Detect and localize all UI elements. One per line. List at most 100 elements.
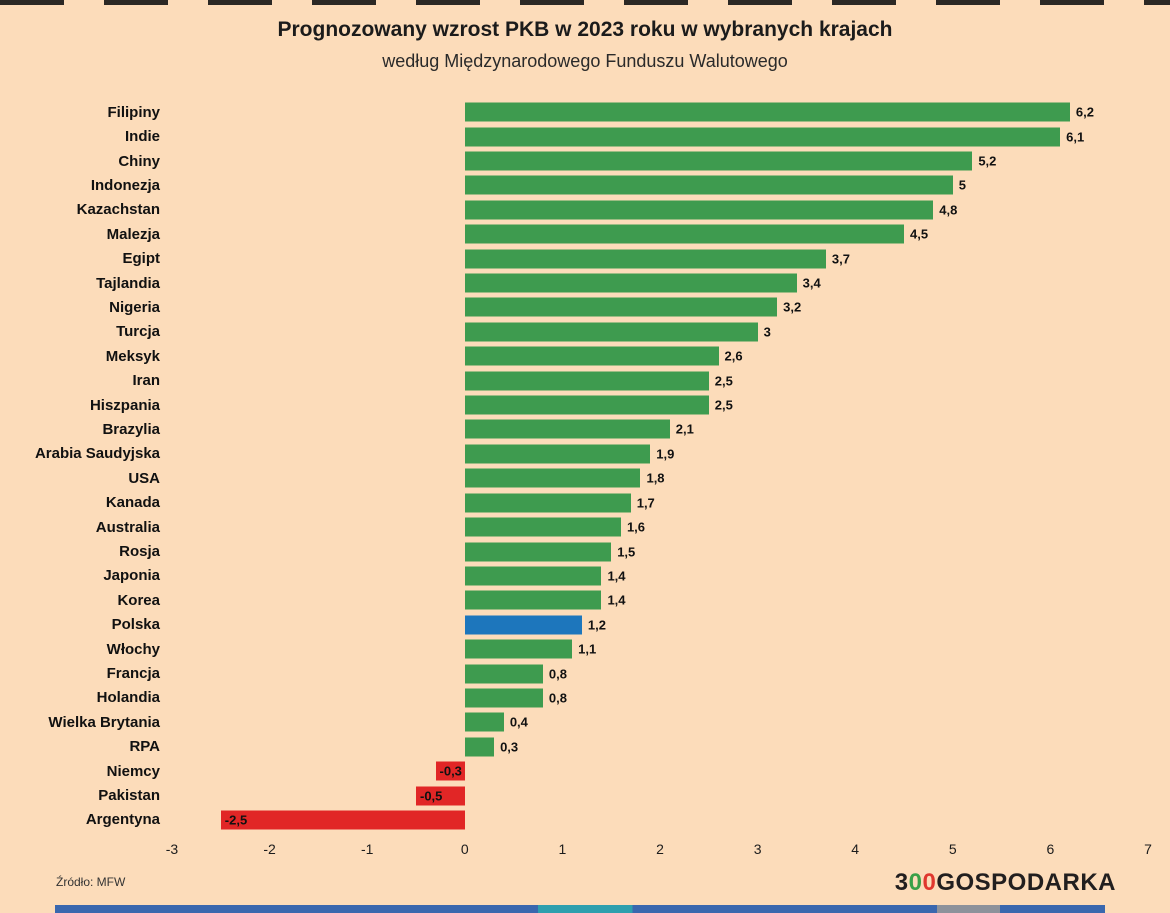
x-axis: -3 -2 -1 0 1 2 3 4 5 6 7 <box>0 832 1170 868</box>
bar-track: 0,3 <box>172 735 1148 759</box>
category-label: Filipiny <box>107 103 161 121</box>
value-label: -0,5 <box>420 788 443 804</box>
bar-malezja <box>464 224 904 244</box>
bar-tajlandia <box>464 273 797 293</box>
bar-hiszpania <box>464 395 709 415</box>
chart-rows: Filipiny 6,2 Indie 6,1 Chiny 5,2 Indonezja 5 Kaz… <box>0 100 1170 832</box>
bar-track: 0,8 <box>172 686 1148 710</box>
x-tick-label: -3 <box>165 841 179 857</box>
value-label: 1,6 <box>626 519 646 535</box>
bar-holandia <box>464 688 543 708</box>
chart-row: Niemcy -0,3 <box>0 759 1170 783</box>
chart-row: Japonia 1,4 <box>0 564 1170 588</box>
value-label: 3,2 <box>783 299 802 315</box>
bar-meksyk <box>464 346 719 366</box>
bar-kazachstan <box>464 200 934 220</box>
chart-row: Rosja 1,5 <box>0 539 1170 563</box>
value-label: 0,8 <box>548 666 567 682</box>
category-label: Kanada <box>105 494 160 512</box>
bottom-edge-strip <box>55 905 1105 913</box>
chart-row: Pakistan -0,5 <box>0 783 1170 807</box>
category-label: Niemcy <box>106 762 160 780</box>
chart-row: Filipiny 6,2 <box>0 100 1170 124</box>
category-label: Indonezja <box>90 176 160 194</box>
bar-track: 5 <box>172 173 1148 197</box>
value-label: 5,2 <box>978 153 997 169</box>
category-label: Pakistan <box>98 787 160 805</box>
value-label: 6,1 <box>1066 129 1085 145</box>
logo-text-gospodarka: GOSPODARKA <box>936 869 1116 896</box>
bar-track: 4,5 <box>172 222 1148 246</box>
category-label: USA <box>128 469 160 487</box>
bar-brazylia <box>464 419 670 439</box>
x-tick-label: -1 <box>360 841 374 857</box>
category-label: Nigeria <box>109 298 160 316</box>
bar-kanada <box>464 493 631 513</box>
chart-row: Indonezja 5 <box>0 173 1170 197</box>
value-label: 1,5 <box>617 544 636 560</box>
value-label: 0,4 <box>509 714 528 730</box>
bar-rpa <box>464 737 495 757</box>
chart-row: Iran 2,5 <box>0 368 1170 392</box>
bar-track: 1,5 <box>172 539 1148 563</box>
category-label: Meksyk <box>105 347 160 365</box>
bar-indie <box>464 127 1061 147</box>
value-label: 0,8 <box>548 690 567 706</box>
category-label: Hiszpania <box>89 396 160 414</box>
category-label: Rosja <box>119 543 160 561</box>
bar-korea <box>464 590 602 610</box>
chart-subtitle: według Międzynarodowego Funduszu Walutow… <box>382 51 788 71</box>
chart-row: Włochy 1,1 <box>0 637 1170 661</box>
bar-track: 1,4 <box>172 588 1148 612</box>
value-label: 0,3 <box>500 739 519 755</box>
x-tick-label: 1 <box>558 841 567 857</box>
value-label: 1,8 <box>646 470 665 486</box>
category-label: Polska <box>111 616 160 634</box>
x-tick-label: 2 <box>656 841 664 857</box>
category-label: RPA <box>129 738 160 756</box>
chart-row: Francja 0,8 <box>0 661 1170 685</box>
chart-row: Egipt 3,7 <box>0 246 1170 270</box>
chart-row: Polska 1,2 <box>0 613 1170 637</box>
value-label: 2,5 <box>714 397 733 413</box>
value-label: -0,3 <box>439 763 462 779</box>
value-label: 2,5 <box>714 373 733 389</box>
category-label: Holandia <box>96 689 160 707</box>
category-label: Tajlandia <box>96 274 160 292</box>
chart-header: Prognozowany wzrost PKB w 2023 roku w wy… <box>0 0 1170 72</box>
x-tick-label: 6 <box>1046 841 1055 857</box>
chart-row: Chiny 5,2 <box>0 149 1170 173</box>
bar-indonezja <box>464 175 953 195</box>
x-tick-label: 4 <box>851 841 860 857</box>
bar-track: 1,6 <box>172 515 1148 539</box>
category-label: Wielka Brytania <box>48 713 160 731</box>
bar-wielka-brytania <box>464 712 504 732</box>
bar-track: 2,5 <box>172 368 1148 392</box>
bar-francja <box>464 664 543 684</box>
chart-row: Tajlandia 3,4 <box>0 271 1170 295</box>
chart-row: Korea 1,4 <box>0 588 1170 612</box>
category-label: Indie <box>124 128 160 146</box>
bar-track: 6,1 <box>172 124 1148 148</box>
x-axis-area: -3 -2 -1 0 1 2 3 4 5 6 7 <box>166 832 1152 868</box>
bar-rosja <box>464 542 612 562</box>
category-label: Kazachstan <box>76 201 160 219</box>
value-label: 5 <box>958 177 967 193</box>
value-label: 4,5 <box>910 226 929 242</box>
category-label: Turcja <box>116 323 160 341</box>
chart-row: USA 1,8 <box>0 466 1170 490</box>
bar-egipt <box>464 249 826 269</box>
chart-row: Wielka Brytania 0,4 <box>0 710 1170 734</box>
bar-track: 0,8 <box>172 661 1148 685</box>
category-label: Iran <box>132 372 160 390</box>
bar-track: 1,4 <box>172 564 1148 588</box>
value-label: 1,2 <box>587 617 606 633</box>
value-label: 3,4 <box>802 275 821 291</box>
bar-track: -0,3 <box>172 759 1148 783</box>
bar-track: 3 <box>172 320 1148 344</box>
bar-usa <box>464 468 641 488</box>
category-label: Malezja <box>106 225 160 243</box>
chart-row: Indie 6,1 <box>0 124 1170 148</box>
bar-track: -2,5 <box>172 808 1148 832</box>
value-label: 1,4 <box>607 592 626 608</box>
